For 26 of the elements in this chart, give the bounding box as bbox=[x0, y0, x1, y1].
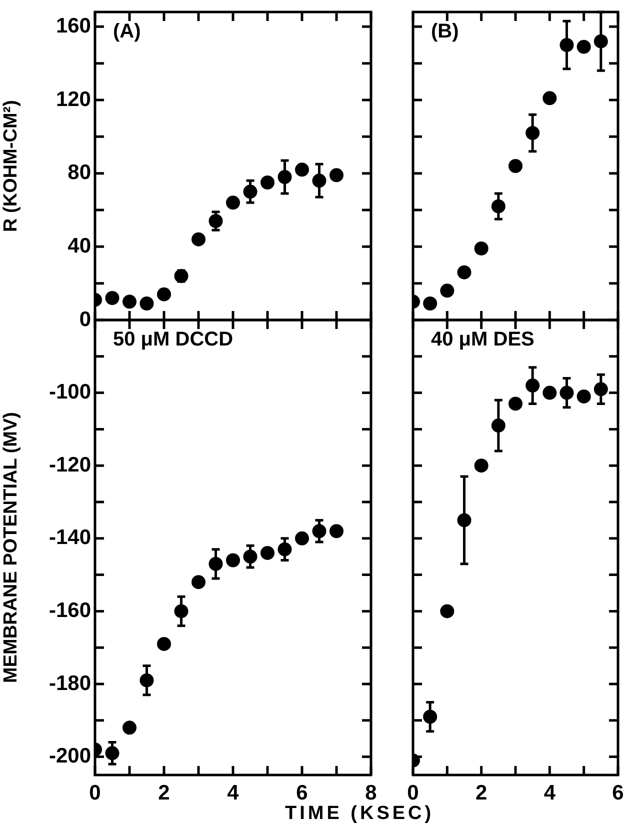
y-tick-label: -160 bbox=[48, 598, 91, 622]
y-tick-label: 120 bbox=[56, 88, 91, 111]
annotation: (A) bbox=[113, 20, 141, 43]
annotation: 50 μM DCCD bbox=[113, 328, 234, 351]
x-tick-label: 0 bbox=[407, 781, 419, 804]
annotation: (B) bbox=[431, 20, 459, 43]
y-axis-title: R (KOHM-CM²) bbox=[0, 100, 22, 232]
y-tick-label: -140 bbox=[48, 526, 91, 550]
x-tick-label: 4 bbox=[227, 781, 240, 804]
x-tick-label: 6 bbox=[612, 781, 624, 804]
x-tick-label: 2 bbox=[158, 781, 170, 804]
x-tick-label: 2 bbox=[475, 781, 488, 804]
y-tick-label: -100 bbox=[48, 380, 91, 404]
x-tick-label: 8 bbox=[365, 781, 378, 804]
x-axis-title: TIME (KSEC) bbox=[285, 803, 434, 825]
y-tick-label: 40 bbox=[68, 234, 91, 258]
y-axis-title: MEMBRANE POTENTIAL (MV) bbox=[0, 412, 22, 683]
y-tick-label: -200 bbox=[48, 744, 91, 768]
y-tick-label: 160 bbox=[56, 14, 91, 38]
y-tick-label: 0 bbox=[79, 308, 91, 331]
annotation: 40 μM DES bbox=[431, 328, 534, 351]
y-tick-label: 80 bbox=[68, 161, 91, 184]
y-tick-label: -180 bbox=[48, 672, 91, 695]
y-tick-label: -120 bbox=[48, 453, 91, 476]
x-tick-label: 6 bbox=[296, 781, 308, 804]
x-tick-label: 4 bbox=[544, 781, 556, 804]
